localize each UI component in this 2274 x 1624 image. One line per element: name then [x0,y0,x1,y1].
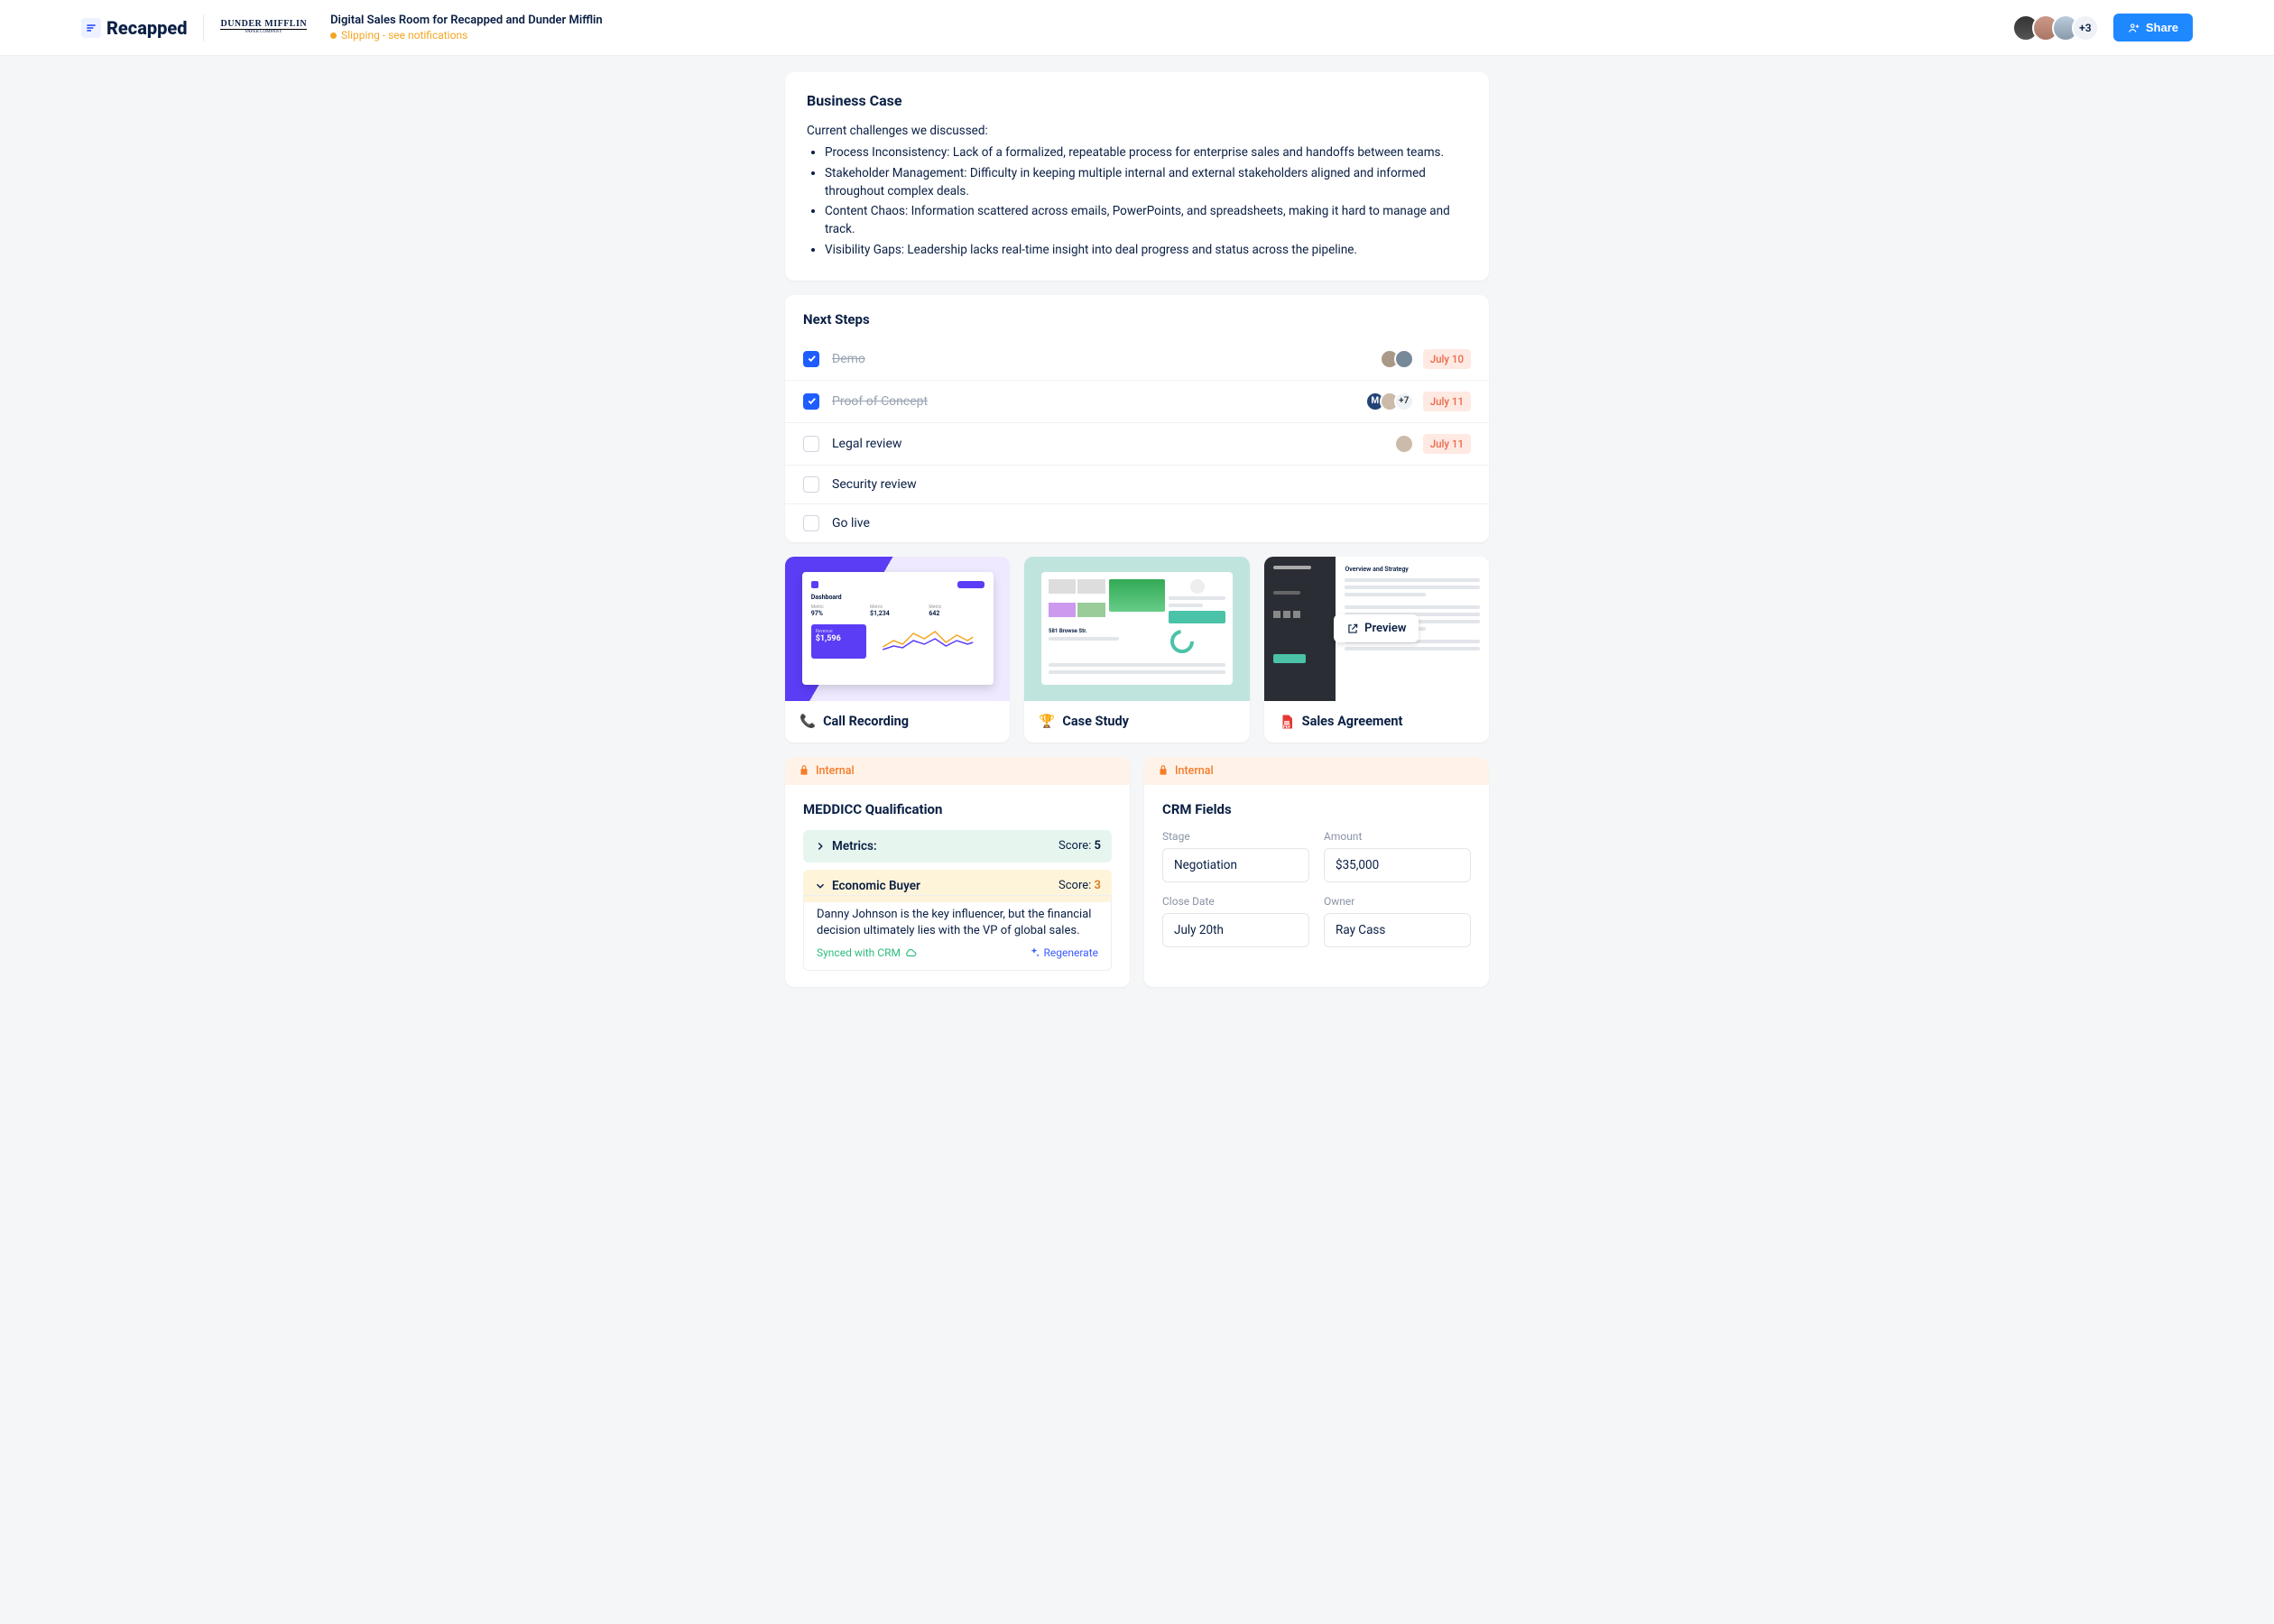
step-label: Go live [832,516,1471,531]
doc-label: Case Study [1062,714,1129,729]
list-item: Process Inconsistency: Lack of a formali… [825,143,1467,161]
checkbox-icon[interactable] [803,476,819,493]
section-title: Next Steps [785,295,1489,338]
topbar-left: Recapped DUNDER MIFFLIN PAPER COMPANY Di… [81,14,603,42]
topbar-right: +3 Share [2012,14,2193,42]
business-case-card: Business Case Current challenges we disc… [785,72,1489,281]
step-row[interactable]: Demo July 10 [785,338,1489,381]
section-title: Business Case [807,92,1467,109]
internal-badge: Internal [1144,757,1489,785]
assignee-avatars[interactable] [1394,434,1414,454]
doc-footer: 🏆 Case Study [1024,701,1249,742]
step-meta: July 11 [1394,434,1471,454]
economic-buyer-detail: Danny Johnson is the key influencer, but… [803,895,1112,971]
trophy-icon: 🏆 [1039,714,1055,729]
crm-field-stage: Stage Negotiation [1162,830,1309,882]
step-label: Legal review [832,437,1382,451]
page-title: Digital Sales Room for Recapped and Dund… [330,14,603,27]
crm-field-close-date: Close Date July 20th [1162,895,1309,947]
avatar-overflow[interactable]: +7 [1394,392,1414,411]
client-logo: DUNDER MIFFLIN PAPER COMPANY [220,20,307,35]
step-meta: July 10 [1380,349,1471,369]
bottom-row: Internal MEDDICC Qualification Metrics: … [785,757,1489,987]
owner-input[interactable]: Ray Cass [1324,913,1471,947]
document-card[interactable]: Dashboard Metric97%Metric$1,234Metric642… [785,557,1010,743]
list-item: Visibility Gaps: Leadership lacks real-t… [825,241,1467,259]
doc-thumbnail: 581 Browse Str. [1024,557,1249,701]
avatar[interactable] [1394,434,1414,454]
assignee-avatars[interactable] [1380,349,1414,369]
chevron-down-icon [814,880,827,892]
list-item: Stakeholder Management: Difficulty in ke… [825,164,1467,201]
list-item: Content Chaos: Information scattered acr… [825,202,1467,239]
checkbox-checked-icon[interactable] [803,393,819,410]
step-label: Security review [832,477,1471,492]
avatar-overflow[interactable]: +3 [2072,14,2099,42]
document-card[interactable]: 581 Browse Str. 🏆 Case Study [1024,557,1249,743]
panel-title: CRM Fields [1162,801,1471,817]
avatar[interactable] [1394,349,1414,369]
doc-footer: PDF Sales Agreement [1264,701,1489,743]
step-row[interactable]: Proof of Concept M +7 July 11 [785,381,1489,423]
bullet-list: Process Inconsistency: Lack of a formali… [807,143,1467,259]
topbar: Recapped DUNDER MIFFLIN PAPER COMPANY Di… [0,0,2274,56]
metrics-row[interactable]: Metrics: Score: 5 [803,830,1112,863]
header-meta: Digital Sales Room for Recapped and Dund… [330,14,603,42]
doc-thumbnail: Dashboard Metric97%Metric$1,234Metric642… [785,557,1010,701]
stage-input[interactable]: Negotiation [1162,848,1309,882]
doc-thumbnail: Overview and Strategy Preview [1264,557,1489,701]
internal-badge: Internal [785,757,1130,785]
share-button[interactable]: Share [2113,14,2193,42]
header-avatars[interactable]: +3 [2012,14,2099,42]
step-row[interactable]: Legal review July 11 [785,423,1489,466]
checkbox-checked-icon[interactable] [803,351,819,367]
documents-row: Dashboard Metric97%Metric$1,234Metric642… [785,557,1489,743]
cloud-icon [904,946,917,959]
svg-text:PDF: PDF [1283,724,1291,730]
crm-field-amount: Amount $35,000 [1324,830,1471,882]
status-dot-icon [330,32,337,39]
date-pill: July 11 [1423,434,1471,454]
preview-button[interactable]: Preview [1334,614,1419,642]
checkbox-icon[interactable] [803,436,819,452]
assignee-avatars[interactable]: M +7 [1365,392,1414,411]
document-card[interactable]: Overview and Strategy Preview PDF [1264,557,1489,743]
amount-input[interactable]: $35,000 [1324,848,1471,882]
step-row[interactable]: Go live [785,504,1489,542]
business-case-body: Current challenges we discussed: Process… [807,122,1467,259]
regenerate-button[interactable]: Regenerate [1028,946,1099,959]
step-meta: M +7 July 11 [1365,392,1471,411]
close-date-input[interactable]: July 20th [1162,913,1309,947]
crm-panel: Internal CRM Fields Stage Negotiation Am… [1144,757,1489,987]
date-pill: July 11 [1423,392,1471,411]
brand-icon [81,18,101,38]
date-pill: July 10 [1423,349,1471,369]
doc-label: Sales Agreement [1302,714,1403,729]
status-badge[interactable]: Slipping - see notifications [330,29,603,42]
step-label: Demo [832,352,1367,366]
chevron-right-icon [814,840,827,853]
doc-label: Call Recording [823,714,909,729]
pdf-icon: PDF [1279,714,1295,730]
brand-logo[interactable]: Recapped [81,17,187,39]
brand-name: Recapped [106,17,187,39]
next-steps-card: Next Steps Demo July 10 Proof of Concept [785,295,1489,542]
checkbox-icon[interactable] [803,515,819,531]
step-label: Proof of Concept [832,394,1353,409]
phone-icon: 📞 [800,714,816,729]
divider [203,14,204,42]
doc-footer: 📞 Call Recording [785,701,1010,742]
crm-field-owner: Owner Ray Cass [1324,895,1471,947]
sync-status: Synced with CRM [817,946,917,959]
sparkle-icon [1028,946,1040,959]
step-row[interactable]: Security review [785,466,1489,504]
meddicc-panel: Internal MEDDICC Qualification Metrics: … [785,757,1130,987]
panel-title: MEDDICC Qualification [803,801,1112,817]
page-content: Business Case Current challenges we disc… [785,72,1489,987]
